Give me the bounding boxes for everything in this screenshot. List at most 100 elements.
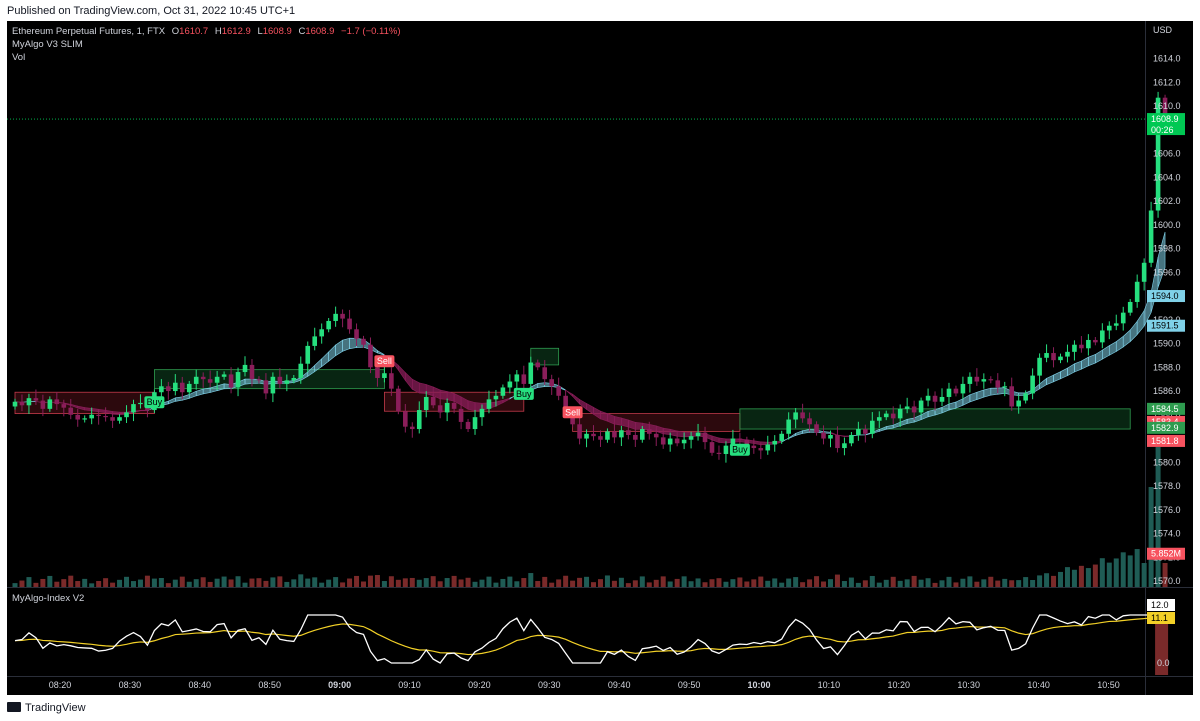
candle-body[interactable] [1113, 323, 1119, 326]
candle-body[interactable] [521, 374, 527, 384]
candle-body[interactable] [1065, 351, 1070, 357]
candle-body[interactable] [1051, 353, 1056, 361]
candle-body[interactable] [472, 417, 478, 430]
indicator-myalgo[interactable]: MyAlgo V3 SLIM [12, 39, 83, 50]
candle-body[interactable] [842, 443, 847, 449]
candle-body[interactable] [897, 408, 903, 419]
candle-body[interactable] [876, 417, 882, 421]
candle-body[interactable] [193, 376, 199, 384]
candle-body[interactable] [974, 376, 980, 382]
candle-body[interactable] [1134, 281, 1140, 302]
candle-body[interactable] [1037, 357, 1042, 376]
candle-body[interactable] [695, 432, 701, 437]
candle-body[interactable] [437, 405, 443, 413]
candle-body[interactable] [347, 318, 352, 330]
candle-body[interactable] [939, 396, 945, 402]
candle-body[interactable] [716, 452, 722, 454]
candle-body[interactable] [828, 434, 833, 439]
candle-body[interactable] [173, 382, 178, 392]
candle-body[interactable] [584, 433, 589, 439]
buy-signal[interactable]: Buy [729, 443, 750, 456]
candle-body[interactable] [1072, 344, 1077, 352]
candle-body[interactable] [409, 426, 415, 430]
candle-body[interactable] [486, 399, 492, 409]
candle-body[interactable] [995, 380, 1001, 388]
candle-body[interactable] [131, 404, 136, 413]
candle-body[interactable] [598, 436, 603, 440]
buy-signal[interactable]: Buy [144, 396, 165, 409]
candle-body[interactable] [214, 376, 220, 383]
candle-body[interactable] [333, 313, 338, 321]
candle-body[interactable] [507, 381, 513, 388]
index-signal-line[interactable] [14, 616, 1166, 656]
candle-body[interactable] [793, 412, 798, 420]
candle-body[interactable] [354, 329, 359, 339]
candle-body[interactable] [981, 379, 987, 382]
candle-body[interactable] [493, 395, 499, 400]
candle-body[interactable] [1016, 400, 1021, 407]
candle-body[interactable] [556, 386, 561, 396]
candle-body[interactable] [103, 415, 108, 418]
candle-body[interactable] [1141, 262, 1147, 282]
candle-body[interactable] [772, 440, 778, 445]
candle-body[interactable] [430, 396, 436, 406]
candle-body[interactable] [730, 438, 736, 446]
candle-body[interactable] [674, 438, 680, 444]
candle-body[interactable] [82, 418, 87, 420]
candle-body[interactable] [786, 419, 791, 434]
candle-body[interactable] [1127, 301, 1133, 313]
candle-body[interactable] [765, 444, 771, 451]
candle-body[interactable] [396, 388, 401, 412]
candle-body[interactable] [249, 364, 255, 380]
candle-body[interactable] [54, 399, 60, 405]
candle-body[interactable] [298, 363, 304, 378]
candle-body[interactable] [946, 388, 952, 397]
candle-body[interactable] [75, 414, 81, 420]
candle-body[interactable] [1002, 386, 1008, 388]
candle-body[interactable] [89, 414, 94, 419]
candle-body[interactable] [312, 336, 318, 346]
candle-body[interactable] [291, 377, 297, 381]
candle-body[interactable] [1120, 312, 1126, 324]
candle-body[interactable] [528, 362, 534, 384]
candle-body[interactable] [138, 402, 143, 405]
candle-body[interactable] [1106, 325, 1112, 331]
candle-body[interactable] [117, 417, 122, 421]
candle-body[interactable] [368, 344, 373, 368]
index-line[interactable] [14, 614, 1166, 664]
candle-body[interactable] [723, 445, 729, 454]
candle-body[interactable] [1155, 97, 1161, 211]
candle-body[interactable] [159, 386, 164, 393]
candle-body[interactable] [361, 338, 366, 345]
candle-body[interactable] [807, 418, 812, 425]
candle-body[interactable] [207, 379, 213, 383]
candle-body[interactable] [221, 374, 227, 377]
candle-body[interactable] [849, 434, 854, 444]
candle-body[interactable] [382, 373, 387, 378]
candle-body[interactable] [1023, 393, 1028, 401]
chart-svg[interactable]: BuySellBuySellBuy1570.01572.01574.01576.… [7, 21, 1193, 695]
candle-body[interactable] [270, 376, 276, 394]
indicator-vol[interactable]: Vol [12, 52, 26, 63]
index-panel-label[interactable]: MyAlgo-Index V2 [12, 593, 85, 604]
candle-body[interactable] [124, 412, 129, 418]
candle-body[interactable] [256, 379, 262, 381]
candle-body[interactable] [1030, 375, 1035, 394]
candle-body[interactable] [61, 404, 67, 408]
candle-body[interactable] [856, 429, 861, 435]
candle-body[interactable] [1079, 344, 1084, 349]
candle-body[interactable] [33, 398, 39, 401]
candle-body[interactable] [423, 396, 429, 411]
candle-body[interactable] [1148, 210, 1154, 263]
candle-body[interactable] [660, 437, 666, 445]
candle-body[interactable] [458, 408, 464, 422]
candle-body[interactable] [681, 439, 687, 444]
candle-body[interactable] [563, 395, 568, 411]
candle-body[interactable] [514, 374, 520, 382]
candle-body[interactable] [228, 374, 234, 388]
candle-body[interactable] [1058, 356, 1063, 361]
candle-body[interactable] [835, 434, 840, 449]
candle-body[interactable] [988, 379, 994, 381]
candle-body[interactable] [263, 380, 269, 394]
candle-body[interactable] [326, 320, 331, 330]
